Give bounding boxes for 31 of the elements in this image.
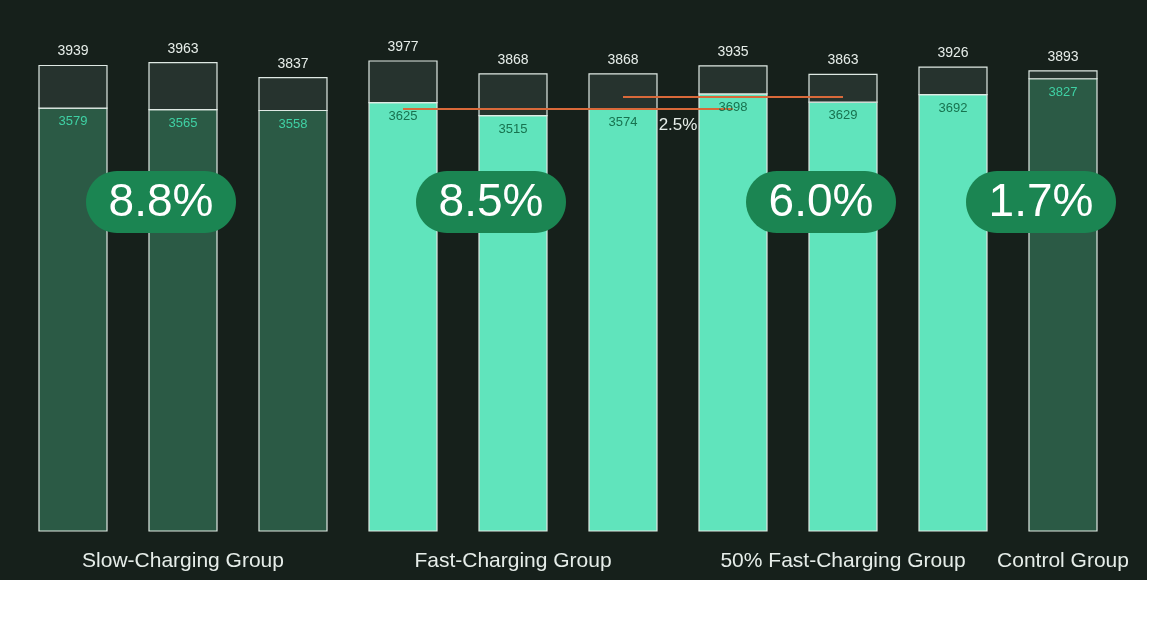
bar xyxy=(588,73,658,110)
total-label: 3977 xyxy=(387,38,419,54)
total-label: 3868 xyxy=(607,50,639,67)
total-label: 3893 xyxy=(1047,47,1079,64)
total-label: 3939 xyxy=(57,42,89,59)
total-label: 3963 xyxy=(167,39,199,56)
data-label: 3827 xyxy=(1048,83,1078,99)
data-label: 3558 xyxy=(278,115,308,131)
total-label: 3926 xyxy=(937,44,969,61)
data-label: 3698 xyxy=(718,98,748,114)
data-label: 3515 xyxy=(498,120,528,136)
x-tick-label: Slow-Charging Group xyxy=(82,547,284,571)
total-label: 3935 xyxy=(717,42,749,59)
data-label: 3574 xyxy=(608,113,638,129)
total-label: 3868 xyxy=(497,50,529,67)
x-tick-label: 50% Fast-Charging Group xyxy=(720,547,966,571)
bar xyxy=(588,108,658,532)
annotation: 8.5% xyxy=(438,174,544,226)
data-label: 3625 xyxy=(388,107,418,123)
total-label: 3837 xyxy=(277,54,309,71)
x-tick-label: Control Group xyxy=(997,547,1129,571)
data-label: 3565 xyxy=(168,114,198,130)
total-label: 3863 xyxy=(827,51,859,68)
data-label: 3579 xyxy=(58,113,88,129)
data-label: 3692 xyxy=(938,99,968,115)
data-label: 3629 xyxy=(828,107,858,123)
annotation: 2.5% xyxy=(658,114,698,134)
annotation: 1.7% xyxy=(988,174,1094,226)
annotation: 6.0% xyxy=(768,174,874,226)
annotation: 8.8% xyxy=(108,174,214,226)
x-tick-label: Fast-Charging Group xyxy=(414,547,612,571)
